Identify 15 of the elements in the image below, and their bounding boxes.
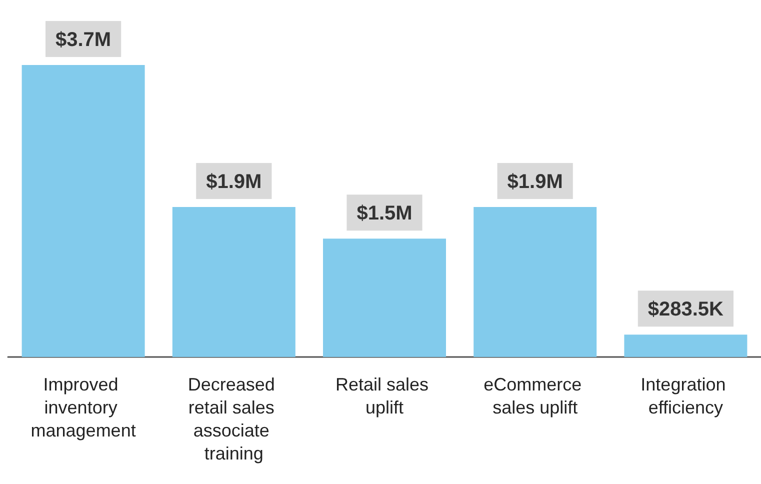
x-tick-label: eCommerce sales uplift — [484, 374, 587, 418]
x-tick-label: Integration efficiency — [640, 374, 731, 418]
data-label: $1.9M — [507, 171, 563, 194]
x-tick-label: Retail sales uplift — [335, 374, 434, 418]
data-label: $283.5K — [648, 298, 724, 321]
bar — [474, 207, 597, 357]
bar — [624, 334, 748, 357]
bar — [323, 238, 446, 357]
data-label: $1.9M — [206, 171, 262, 194]
bar — [172, 207, 296, 357]
data-label: $1.5M — [356, 202, 412, 225]
data-label: $3.7M — [56, 29, 112, 51]
bar — [22, 65, 145, 357]
x-tick-label: Improved inventory management — [30, 374, 136, 440]
x-tick-label: Decreased retail sales associate training — [188, 374, 280, 464]
